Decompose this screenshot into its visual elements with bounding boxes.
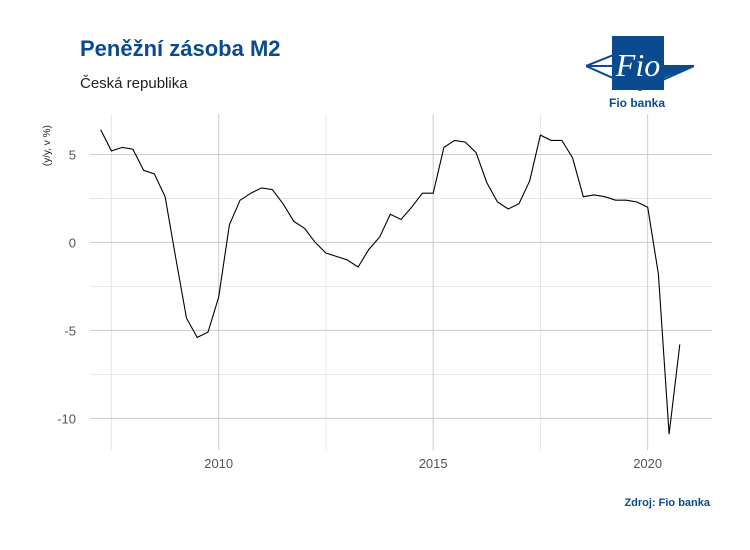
y-tick-label: -10 bbox=[57, 411, 76, 426]
logo-word: Fio bbox=[615, 47, 660, 83]
logo-caption: Fio banka bbox=[609, 96, 666, 110]
chart-title: Peněžní zásoba M2 bbox=[80, 36, 281, 61]
x-tick-label: 2015 bbox=[419, 456, 448, 471]
y-tick-label: -5 bbox=[64, 323, 76, 338]
x-tick-label: 2010 bbox=[204, 456, 233, 471]
source-note: Zdroj: Fio banka bbox=[624, 497, 710, 509]
x-tick-label: 2020 bbox=[633, 456, 662, 471]
x-tick-labels: 2010 2015 2020 bbox=[204, 456, 662, 471]
series-line-m2 bbox=[100, 129, 681, 435]
grid-minor bbox=[90, 114, 712, 450]
y-tick-label: 5 bbox=[69, 147, 76, 162]
y-axis-label: (y/y, v %) bbox=[42, 125, 53, 166]
logo-box-icon bbox=[612, 36, 664, 90]
grid-major bbox=[90, 114, 712, 450]
chart-subtitle: Česká republika bbox=[80, 75, 188, 92]
fio-logo: Fio bbox=[586, 36, 694, 92]
y-tick-labels: 5 0 -5 -10 bbox=[57, 147, 76, 426]
y-tick-label: 0 bbox=[69, 235, 76, 250]
